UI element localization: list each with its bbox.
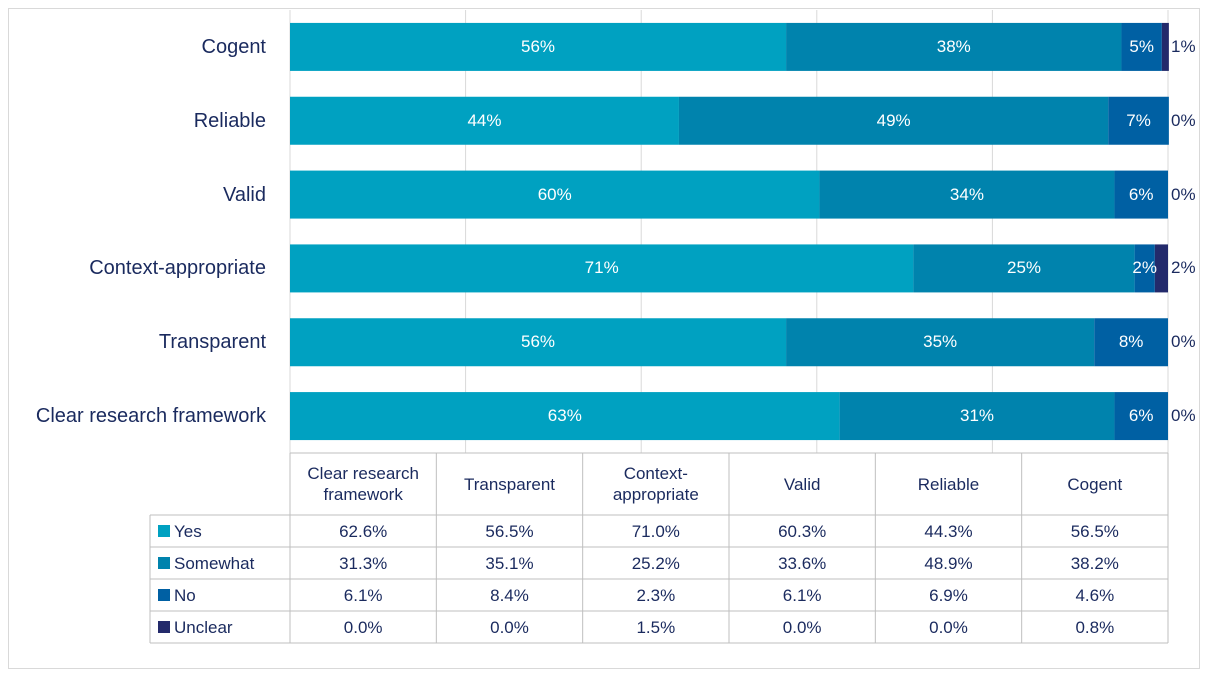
- data-label: 34%: [949, 184, 984, 204]
- table-cell: 8.4%: [490, 585, 529, 605]
- data-label: 0%: [1171, 110, 1196, 130]
- data-label: 31%: [960, 406, 995, 426]
- data-label: 0%: [1171, 406, 1196, 426]
- y-tick-label: Clear research framework: [35, 405, 266, 428]
- bar-segment: [819, 170, 1115, 219]
- bar-segment: [1134, 244, 1155, 293]
- bar-segment: [290, 318, 787, 367]
- bar-segment: [1114, 392, 1168, 441]
- bar-segment: [290, 244, 914, 293]
- data-label: 5%: [1129, 36, 1154, 56]
- bar-segment: [290, 22, 787, 71]
- table-header: Transparent: [463, 474, 555, 494]
- table-cell: 6.9%: [929, 585, 968, 605]
- table-cell: 6.1%: [782, 585, 822, 605]
- bar-segment: [290, 170, 820, 219]
- legend-entry: Somewhat: [150, 547, 290, 579]
- legend-entry: No: [150, 579, 290, 611]
- bar-segment: [290, 96, 679, 145]
- legend-label: Yes: [174, 521, 202, 541]
- data-label: 2%: [1171, 258, 1196, 278]
- y-tick-label: Context-appropriate: [89, 257, 266, 280]
- table-cell: 6.1%: [343, 585, 383, 605]
- table-cell: 0.8%: [1075, 617, 1115, 637]
- bar-segment: [1114, 170, 1168, 219]
- table-cell: 4.6%: [1075, 585, 1115, 605]
- bar-segment: [1161, 22, 1169, 71]
- bar-segment: [913, 244, 1135, 293]
- table-header: Cogent: [1067, 474, 1123, 494]
- table-cell: 0.0%: [343, 617, 383, 637]
- legend-swatch: [158, 621, 170, 633]
- data-label: 2%: [1132, 258, 1158, 278]
- table-header: Clear research framework: [307, 464, 419, 504]
- table-cell: 71.0%: [631, 521, 680, 541]
- data-label: 56%: [521, 332, 556, 352]
- table-header: Context-appropriate: [612, 464, 699, 504]
- table-cell: 56.5%: [1070, 521, 1119, 541]
- legend-label: No: [174, 585, 196, 605]
- table-cell: 44.3%: [924, 521, 973, 541]
- table-cell: 48.9%: [924, 553, 973, 573]
- legend-swatch: [158, 589, 170, 601]
- data-label: 71%: [584, 258, 619, 278]
- data-label: 49%: [876, 110, 911, 130]
- bar-segment: [290, 392, 840, 441]
- bar-segment: [1121, 22, 1162, 71]
- table-cell: 35.1%: [485, 553, 534, 573]
- table-cell: 56.5%: [485, 521, 534, 541]
- bar-segment: [786, 318, 1095, 367]
- legend-swatch: [158, 557, 170, 569]
- y-tick-label: Cogent: [201, 35, 267, 58]
- data-label: 25%: [1006, 258, 1042, 278]
- table-cell: 2.3%: [636, 585, 676, 605]
- frame: [8, 8, 1200, 669]
- bar-segment: [786, 22, 1122, 71]
- y-tick-label: Valid: [223, 183, 266, 206]
- table-cell: 60.3%: [778, 521, 827, 541]
- table-cell: 0.0%: [490, 617, 529, 637]
- legend-label: Somewhat: [174, 553, 255, 573]
- table-cell: 25.2%: [631, 553, 680, 573]
- data-label: 44%: [467, 110, 502, 130]
- data-label: 0%: [1171, 184, 1196, 204]
- data-label: 60%: [537, 184, 572, 204]
- data-label: 56%: [521, 36, 556, 56]
- data-label: 38%: [936, 36, 971, 56]
- data-label: 35%: [923, 332, 958, 352]
- table-cell: 33.6%: [778, 553, 827, 573]
- table-cell: 38.2%: [1070, 553, 1119, 573]
- bar-segment: [1094, 318, 1168, 367]
- table-cell: 0.0%: [929, 617, 968, 637]
- data-label: 1%: [1171, 36, 1196, 56]
- legend-entry: Yes: [150, 515, 290, 547]
- y-tick-label: Transparent: [158, 331, 266, 354]
- legend-label: Unclear: [174, 617, 233, 637]
- data-label: 6%: [1128, 406, 1154, 426]
- data-label: 6%: [1128, 184, 1154, 204]
- table-cell: 0.0%: [782, 617, 822, 637]
- table-header: Reliable: [917, 474, 980, 494]
- bar-segment: [1108, 96, 1169, 145]
- data-label: 7%: [1126, 110, 1151, 130]
- data-label: 8%: [1118, 332, 1144, 352]
- table-header: Valid: [783, 474, 821, 494]
- data-label: 63%: [547, 406, 582, 426]
- bar-segment: [678, 96, 1109, 145]
- table-cell: 1.5%: [636, 617, 676, 637]
- bar-segment: [839, 392, 1115, 441]
- table-cell: 31.3%: [339, 553, 388, 573]
- y-tick-label: Reliable: [193, 109, 266, 132]
- table-cell: 62.6%: [339, 521, 388, 541]
- legend-swatch: [158, 525, 170, 537]
- bar-segment: [1154, 244, 1168, 293]
- data-label: 0%: [1171, 332, 1196, 352]
- legend-entry: Unclear: [150, 611, 290, 643]
